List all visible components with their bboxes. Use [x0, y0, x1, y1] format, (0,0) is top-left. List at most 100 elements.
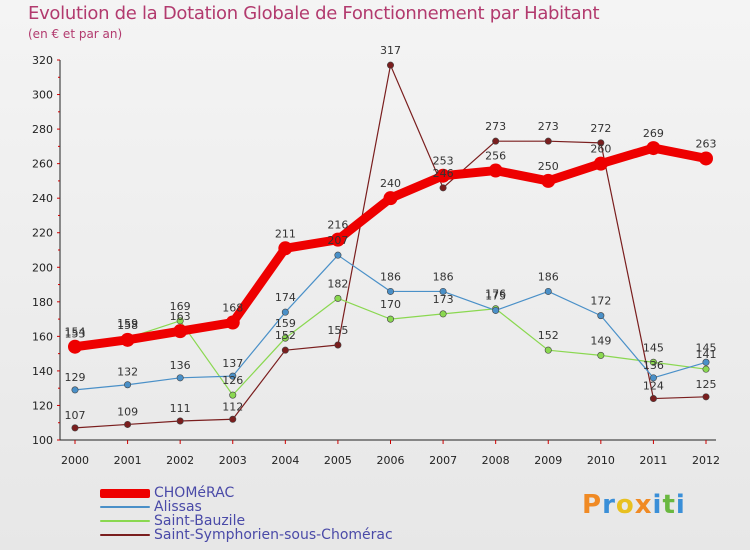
data-point: [281, 346, 289, 354]
y-tick-label: 320: [32, 54, 53, 67]
data-point: [229, 415, 237, 423]
data-point: [544, 287, 552, 295]
data-point: [120, 332, 135, 347]
logo-letter: i: [652, 490, 663, 520]
x-tick-label: 2009: [534, 454, 562, 467]
data-point: [383, 191, 398, 206]
data-label: 186: [380, 270, 401, 283]
logo-letter: x: [634, 490, 653, 520]
proxiti-logo: Proxiti: [582, 490, 686, 520]
data-point: [439, 310, 447, 318]
y-tick-label: 300: [32, 89, 53, 102]
chart-axes: 100 120 140 160 180 200 220 240 260 280 300 320 2000…: [32, 54, 720, 467]
data-label: 272: [590, 122, 611, 135]
legend-item: Saint-Bauzile: [100, 513, 393, 529]
data-label: 263: [696, 137, 717, 150]
y-tick-label: 180: [32, 296, 53, 309]
x-tick-label: 2001: [114, 454, 142, 467]
data-label: 136: [170, 359, 191, 372]
data-label: 159: [275, 317, 296, 330]
data-point: [71, 386, 79, 394]
data-label: 153: [65, 327, 86, 340]
data-point: [229, 391, 237, 399]
data-point: [649, 395, 657, 403]
data-point: [436, 168, 451, 183]
x-tick-label: 2000: [61, 454, 89, 467]
data-label: 250: [538, 160, 559, 173]
data-point: [386, 287, 394, 295]
x-tick-label: 2005: [324, 454, 352, 467]
data-label: 129: [65, 371, 86, 384]
data-label: 159: [117, 317, 138, 330]
legend-swatch: [100, 520, 150, 522]
data-label: 112: [222, 400, 243, 413]
data-label: 174: [275, 291, 296, 304]
x-tick-label: 2003: [219, 454, 247, 467]
chart-subtitle: (en € et par an): [28, 27, 123, 41]
data-label: 158: [117, 319, 138, 332]
legend-swatch: [100, 488, 150, 498]
data-point: [386, 61, 394, 69]
data-point: [386, 315, 394, 323]
legend-label: Alissas: [154, 499, 202, 515]
legend-item: Saint-Symphorien-sous-Chomérac: [100, 527, 393, 543]
y-tick-label: 160: [32, 330, 53, 343]
data-point: [334, 341, 342, 349]
data-label: 125: [696, 378, 717, 391]
data-label: 136: [643, 359, 664, 372]
data-label: 317: [380, 44, 401, 57]
data-label: 107: [65, 409, 86, 422]
data-label: 240: [380, 177, 401, 190]
data-label: 152: [538, 329, 559, 342]
data-point: [176, 374, 184, 382]
x-tick-label: 2011: [639, 454, 667, 467]
data-point: [334, 251, 342, 259]
data-label: 175: [485, 289, 506, 302]
data-point: [702, 393, 710, 401]
data-point: [702, 358, 710, 366]
data-label: 132: [117, 366, 138, 379]
data-label: 154: [65, 326, 86, 339]
data-point: [699, 151, 713, 166]
data-label: 168: [222, 302, 243, 315]
x-tick-label: 2004: [271, 454, 299, 467]
data-point: [278, 241, 293, 256]
data-point: [439, 184, 447, 192]
legend: CHOMéRAC Alissas Saint-Bauzile Saint-Sympho…: [100, 485, 393, 543]
y-tick-label: 220: [32, 227, 53, 240]
y-tick-label: 120: [32, 399, 53, 412]
legend-item: CHOMéRAC: [100, 485, 393, 501]
data-label: 137: [222, 357, 243, 370]
data-point: [492, 306, 500, 314]
data-point: [649, 358, 657, 366]
logo-letter: o: [615, 490, 635, 520]
data-label: 111: [170, 402, 191, 415]
data-point: [173, 324, 188, 339]
legend-label: Saint-Bauzile: [154, 513, 246, 529]
data-point: [71, 424, 79, 432]
series-layer: [68, 61, 713, 432]
data-point: [439, 287, 447, 295]
data-label: 182: [327, 277, 348, 290]
data-point: [702, 365, 710, 373]
legend-item: Alissas: [100, 499, 393, 515]
x-tick-label: 2006: [377, 454, 405, 467]
x-tick-label: 2012: [692, 454, 720, 467]
data-point: [646, 141, 661, 156]
data-label: 170: [380, 298, 401, 311]
data-point: [597, 351, 605, 359]
legend-label: Saint-Symphorien-sous-Chomérac: [154, 527, 393, 543]
data-point: [488, 163, 503, 178]
data-point: [492, 137, 500, 145]
data-point: [544, 346, 552, 354]
data-label: 155: [327, 324, 348, 337]
y-tick-label: 100: [32, 434, 53, 447]
data-label: 211: [275, 227, 296, 240]
data-point: [597, 312, 605, 320]
data-label: 260: [590, 143, 611, 156]
data-point: [330, 232, 345, 247]
data-label: 145: [643, 341, 664, 354]
data-label: 145: [696, 341, 717, 354]
logo-letter: r: [602, 490, 616, 520]
